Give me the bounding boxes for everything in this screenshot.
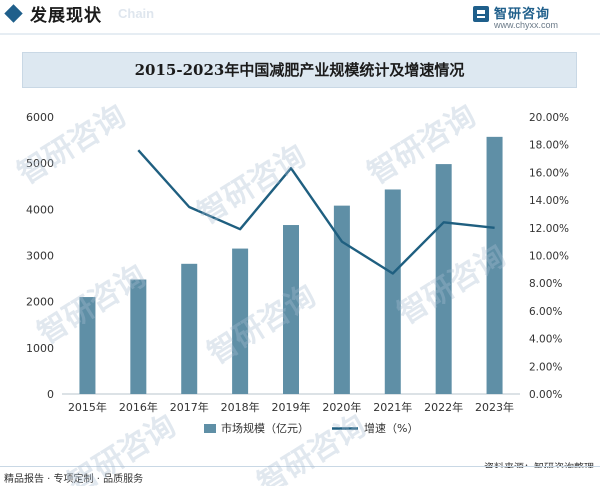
brand-url[interactable]: www.chyxx.com	[494, 20, 559, 30]
bar	[384, 189, 401, 394]
bar	[232, 248, 249, 394]
y-right-tick-label: 2.00%	[529, 361, 562, 373]
brand-logo-block[interactable]: 智研咨询 www.chyxx.com	[472, 3, 592, 33]
y-right-tick-label: 14.00%	[529, 195, 569, 207]
y-left-tick-label: 3000	[26, 250, 54, 263]
section-subtitle: Chain	[118, 6, 155, 21]
y-left-tick-label: 0	[47, 388, 54, 401]
bar	[181, 263, 198, 394]
y-left-tick-label: 6000	[26, 111, 54, 124]
y-right-tick-label: 16.00%	[529, 167, 569, 179]
bar	[130, 279, 147, 394]
y-right-tick-label: 4.00%	[529, 334, 562, 346]
x-tick-label: 2015年	[68, 400, 107, 414]
x-tick-label: 2019年	[272, 400, 311, 414]
growth-line	[137, 149, 495, 275]
legend-bar-label: 市场规模（亿元）	[221, 421, 309, 435]
y-right-tick-label: 6.00%	[529, 306, 562, 318]
footer-slogan: 精品报告 · 专项定制 · 品质服务	[4, 474, 144, 485]
x-tick-label: 2022年	[424, 400, 463, 414]
legend-bar-swatch	[204, 424, 216, 433]
section-title: 发展现状	[30, 6, 102, 26]
chart-title: 2015-2023年中国减肥产业规模统计及增速情况	[22, 52, 577, 88]
header-divider	[0, 33, 600, 35]
bar	[435, 164, 452, 394]
x-tick-label: 2018年	[221, 400, 260, 414]
y-right-tick-label: 18.00%	[529, 140, 569, 152]
y-left-tick-label: 2000	[26, 296, 54, 309]
y-right-tick-label: 10.00%	[529, 251, 569, 263]
y-right-tick-label: 0.00%	[529, 389, 562, 401]
bar	[333, 205, 350, 394]
y-right-tick-label: 20.00%	[529, 112, 569, 124]
x-tick-label: 2021年	[373, 400, 412, 414]
chart-area: 0 1000 2000 3000 4000 5000 6000 0.00% 2.00% 4.00%…	[26, 111, 569, 435]
footer-divider	[0, 466, 600, 467]
y-left-tick-label: 4000	[26, 203, 54, 216]
section-header: 发展现状 Chain 智研咨询 www.chyxx.com	[0, 0, 600, 34]
y-right-tick-label: 12.00%	[529, 223, 569, 235]
y-left-tick-label: 5000	[26, 157, 54, 170]
legend-line-label: 增速（%）	[364, 421, 418, 435]
y-right-tick-label: 8.00%	[529, 278, 562, 290]
footer-bar: 精品报告 · 专项定制 · 品质服务	[0, 468, 600, 486]
y-left-tick-label: 1000	[26, 342, 54, 355]
x-tick-label: 2017年	[170, 400, 209, 414]
bar	[79, 297, 96, 394]
brand-logo-icon	[473, 6, 489, 22]
diamond-icon	[4, 4, 23, 23]
brand-name: 智研咨询	[494, 7, 551, 22]
x-tick-label: 2020年	[322, 400, 361, 414]
bar	[283, 225, 299, 394]
x-tick-label: 2023年	[475, 400, 514, 414]
x-tick-label: 2016年	[119, 400, 158, 414]
bar	[486, 136, 503, 394]
